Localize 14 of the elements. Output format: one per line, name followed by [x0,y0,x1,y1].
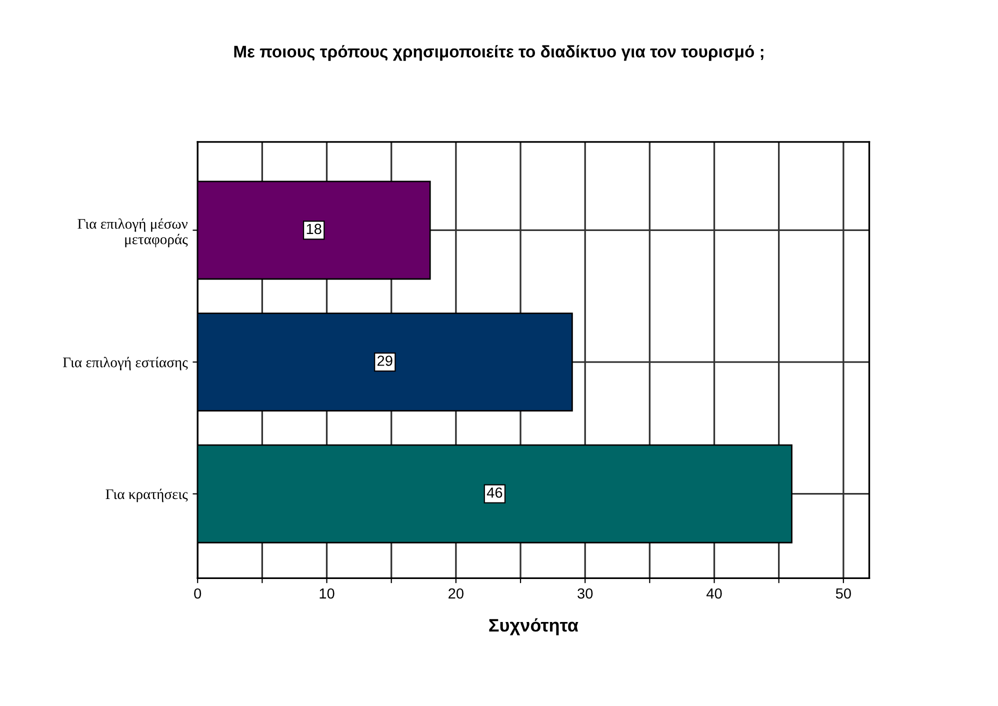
x-tick-label: 10 [320,588,334,599]
data-label: 46 [486,487,502,498]
chart-title: Με ποιους τρόπους χρησιμοποιείτε το διαδίκτυο για τον τουρισμό ; [234,45,764,61]
data-label: 18 [306,224,322,234]
y-tick-label: Για επιλογή μέσων μεταφοράς [78,218,188,248]
x-tick-label: 20 [448,588,464,599]
x-tick-label: 40 [706,588,722,599]
x-axis-title: Συχνότητα [489,618,578,636]
x-tick-label: 50 [836,588,851,599]
data-label: 29 [378,356,392,366]
y-tick-label: Για κρατήσεις [106,488,188,502]
y-tick-label: Για επιλογή εστίασης [63,356,188,370]
x-tick-label: 0 [194,588,202,599]
x-tick-label: 30 [578,588,593,599]
